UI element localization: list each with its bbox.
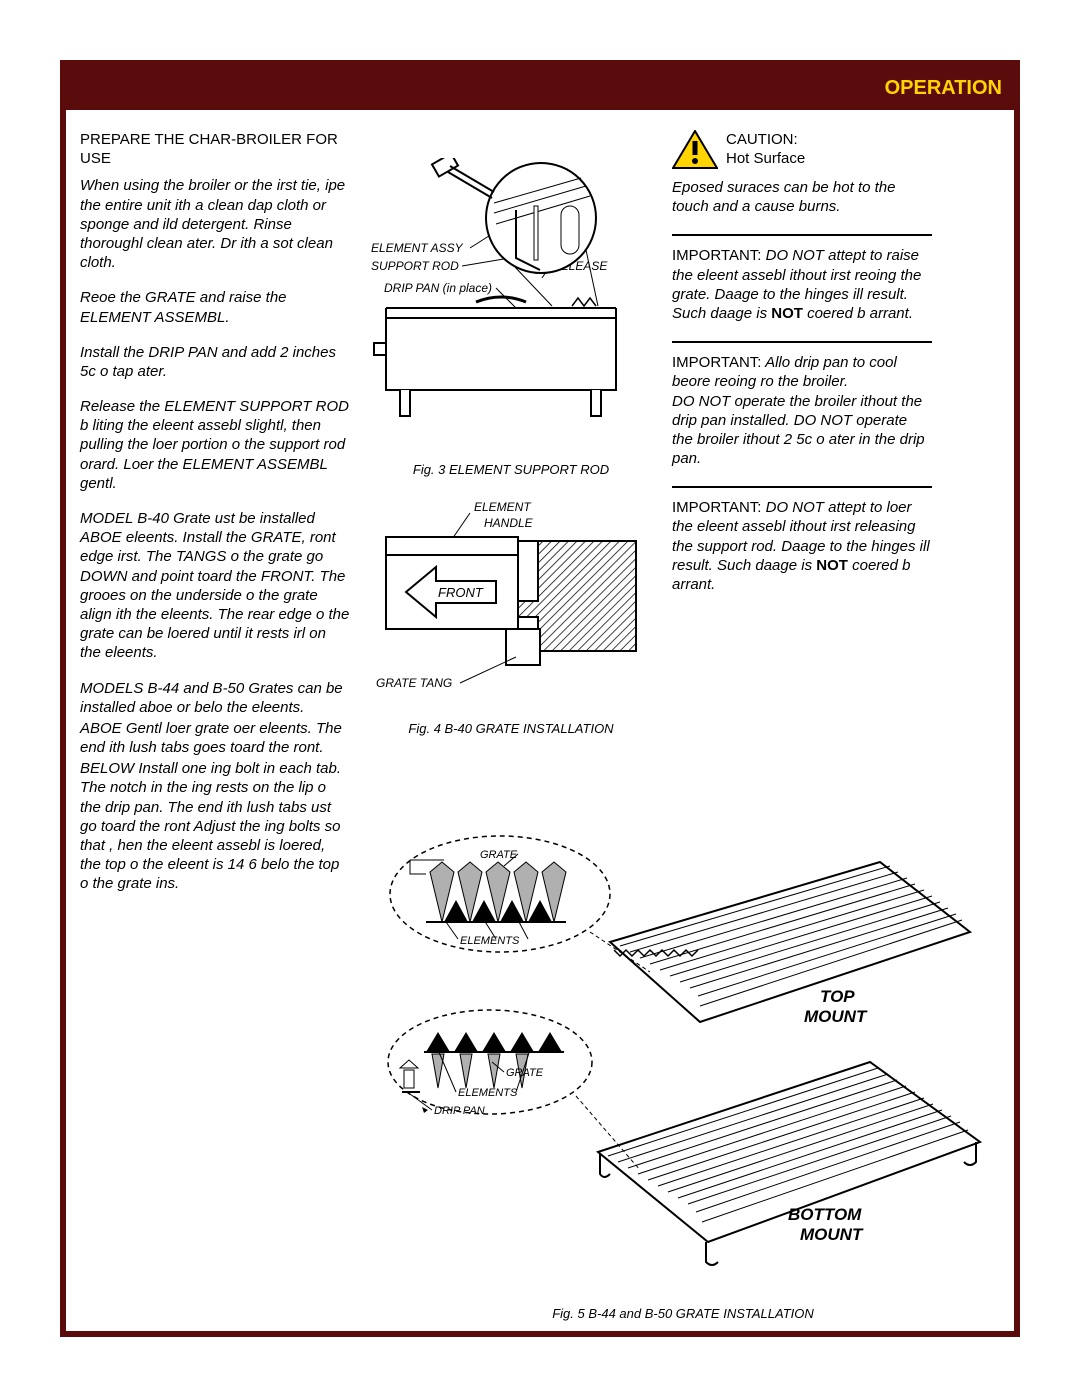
divider-1 <box>672 234 932 236</box>
figure-3: ELEMENT ASSY SUPPORT ROD RELEASE DRIP PA… <box>366 158 656 477</box>
fig5-svg: GRATE ELEMENTS <box>380 822 1010 1302</box>
caution-sub: Hot Surface <box>726 150 805 167</box>
fig5-bottom-grate <box>598 1062 980 1265</box>
imp3-lead: IMPORTANT: <box>672 499 766 516</box>
left-p1: When using the broiler or the irst tie, … <box>80 176 350 272</box>
divider-2 <box>672 341 932 343</box>
figure-5: GRATE ELEMENTS <box>366 822 1000 1321</box>
left-p4: Release the ELEMENT SUPPORT ROD b liting… <box>80 397 350 493</box>
caution-row: CAUTION: Hot Surface <box>672 130 932 170</box>
fig5-lbl-bot-mount-1: BOTTOM <box>788 1205 862 1224</box>
left-p3: Install the DRIP PAN and add 2 inches 5c… <box>80 343 350 381</box>
caution-body: Eposed suraces can be hot to the touch a… <box>672 178 932 216</box>
right-column: CAUTION: Hot Surface Eposed suraces can … <box>672 130 932 910</box>
important-1: IMPORTANT: DO NOT attept to raise the el… <box>672 246 932 323</box>
fig4-lbl-elem-handle-2: HANDLE <box>484 516 534 530</box>
fig5-lbl-top-mount-2: MOUNT <box>804 1007 868 1026</box>
fig5-lbl-top-mount-1: TOP <box>820 987 855 1006</box>
left-p8: BELOW Install one ing bolt in each tab. … <box>80 759 350 893</box>
header-title: OPERATION <box>885 77 1002 100</box>
fig5-lbl-drip-pan: DRIP PAN <box>434 1105 485 1117</box>
left-p5: MODEL B-40 Grate ust be installed ABOE e… <box>80 509 350 663</box>
caution-title: CAUTION: <box>726 131 798 148</box>
left-p7: ABOE Gentl loer grate oer eleents. The e… <box>80 719 350 757</box>
fig3-lbl-element-assy: ELEMENT ASSY <box>371 241 464 255</box>
fig5-lbl-elements-top: ELEMENTS <box>460 935 520 947</box>
fig5-top-grate <box>610 862 970 1022</box>
imp1-b: coered b arrant. <box>803 305 913 322</box>
fig5-caption: Fig. 5 B-44 and B-50 GRATE INSTALLATION <box>380 1306 986 1321</box>
fig4-caption: Fig. 4 B-40 GRATE INSTALLATION <box>366 721 656 736</box>
imp1-not: NOT <box>771 305 803 322</box>
figure-4: ELEMENT HANDLE <box>366 497 656 736</box>
imp3-not: NOT <box>816 557 848 574</box>
imp1-lead: IMPORTANT: <box>672 247 766 264</box>
left-column: PREPARE THE CHAR-BROILER FOR USE When us… <box>80 130 350 910</box>
important-3: IMPORTANT: DO NOT attept to loer the ele… <box>672 498 932 594</box>
content-area: PREPARE THE CHAR-BROILER FOR USE When us… <box>66 110 1014 920</box>
fig4-lbl-elem-handle-1: ELEMENT <box>474 500 532 514</box>
fig3-svg: ELEMENT ASSY SUPPORT ROD RELEASE DRIP PA… <box>366 158 646 458</box>
header-bar: OPERATION <box>66 66 1014 110</box>
fig4-svg: ELEMENT HANDLE <box>366 497 646 717</box>
page-frame: OPERATION PREPARE THE CHAR-BROILER FOR U… <box>60 60 1020 1337</box>
fig5-lbl-elements-bot: ELEMENTS <box>458 1087 518 1099</box>
fig4-lbl-front: FRONT <box>438 585 484 600</box>
divider-3 <box>672 486 932 488</box>
imp2-lead: IMPORTANT: <box>672 354 761 371</box>
fig5-lbl-bot-mount-2: MOUNT <box>800 1225 864 1244</box>
left-p6: MODELS B-44 and B-50 Grates can be insta… <box>80 679 350 717</box>
fig3-lbl-support-rod: SUPPORT ROD <box>371 259 459 273</box>
middle-column: ELEMENT ASSY SUPPORT ROD RELEASE DRIP PA… <box>366 130 656 910</box>
fig3-lbl-drip-pan: DRIP PAN (in place) <box>384 281 492 295</box>
caution-text: CAUTION: Hot Surface <box>726 130 805 168</box>
section-title: PREPARE THE CHAR-BROILER FOR USE <box>80 130 350 168</box>
fig4-lbl-grate-tang: GRATE TANG <box>376 676 452 690</box>
fig3-caption: Fig. 3 ELEMENT SUPPORT ROD <box>366 462 656 477</box>
caution-triangle-icon <box>672 130 718 170</box>
left-p2: Reoe the GRATE and raise the ELEMENT ASS… <box>80 288 350 326</box>
important-2: IMPORTANT: Allo drip pan to cool beore r… <box>672 353 932 468</box>
fig5-lbl-grate-bot: GRATE <box>506 1067 544 1079</box>
